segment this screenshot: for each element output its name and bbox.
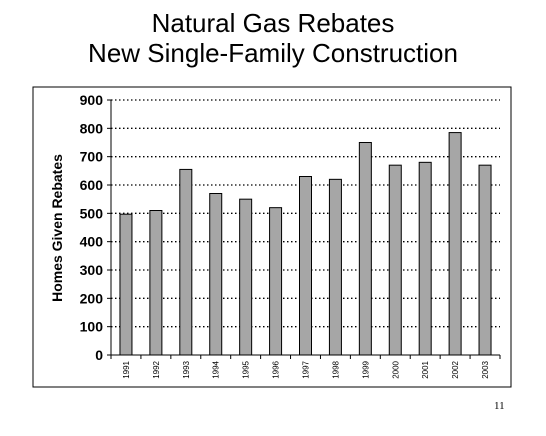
bar-1996 [269, 207, 283, 356]
y-tick-label: 300 [80, 262, 104, 278]
chart-title-line-1: Natural Gas Rebates [151, 8, 395, 38]
bar-2002 [448, 132, 462, 356]
y-tick-label: 600 [80, 177, 104, 193]
x-tick-label: 1992 [152, 360, 161, 378]
bar-1998 [328, 178, 342, 356]
y-axis-ticks: 0 100 200 300 400 500 600 700 800 900 [80, 92, 111, 363]
x-tick-label: 2001 [421, 360, 430, 378]
y-tick-label: 500 [80, 205, 104, 221]
bar-1994 [209, 193, 223, 356]
bar-1992 [149, 210, 163, 356]
x-axis-ticks: 1991 1992 1993 1994 1995 1996 1997 1998 1999 2000… [110, 355, 501, 379]
bars [119, 132, 492, 356]
chart-title-line-2: New Single-Family Construction [88, 38, 458, 68]
y-tick-label: 100 [80, 319, 104, 335]
page-number: 11 [494, 400, 505, 412]
bar-1999 [358, 142, 372, 356]
x-tick-label: 1993 [182, 360, 191, 378]
y-tick-label: 900 [80, 92, 104, 108]
bar-2000 [388, 164, 402, 356]
bar-1991 [119, 213, 133, 356]
y-tick-label: 800 [80, 120, 104, 136]
bar-1995 [239, 198, 253, 356]
x-tick-label: 1998 [331, 360, 340, 378]
y-axis-label: Homes Given Rebates [49, 154, 65, 302]
x-tick-label: 1994 [212, 360, 221, 378]
bar-1997 [299, 176, 312, 356]
x-tick-label: 2003 [481, 360, 490, 378]
y-tick-label: 200 [80, 290, 104, 306]
y-tick-label: 0 [95, 347, 103, 363]
x-tick-label: 1997 [302, 360, 311, 378]
x-tick-label: 1999 [361, 360, 370, 378]
y-tick-label: 700 [80, 149, 104, 165]
x-tick-label: 1991 [122, 360, 131, 378]
gridlines [111, 99, 500, 328]
x-tick-label: 1996 [272, 360, 281, 378]
bar-2001 [418, 161, 432, 356]
bar-1993 [179, 168, 193, 356]
bar-2003 [478, 164, 492, 356]
x-tick-label: 2000 [391, 360, 400, 378]
y-tick-label: 400 [80, 234, 104, 250]
x-tick-label: 1995 [242, 360, 251, 378]
x-tick-label: 2002 [451, 360, 460, 378]
